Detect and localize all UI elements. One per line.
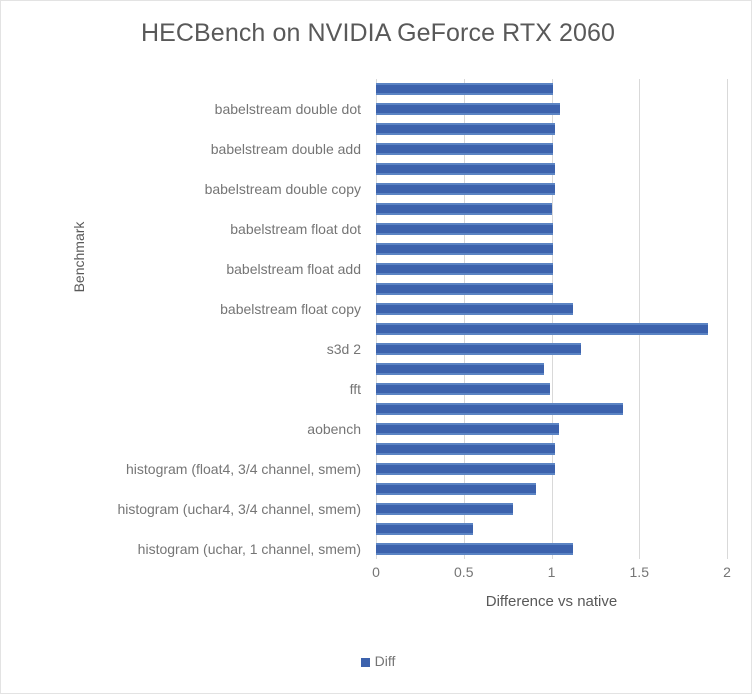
bar[interactable] — [376, 183, 555, 195]
bar-row — [376, 499, 727, 519]
bar-row — [376, 379, 727, 399]
bar-row — [376, 219, 727, 239]
bar[interactable] — [376, 103, 561, 115]
gridline-x-4 — [727, 79, 728, 559]
bar-row — [376, 439, 727, 459]
bar[interactable] — [376, 83, 554, 95]
bar-row — [376, 119, 727, 139]
gridline-x-1 — [463, 79, 465, 559]
bar[interactable] — [376, 163, 555, 175]
bar[interactable] — [376, 203, 552, 215]
bar[interactable] — [376, 123, 555, 135]
bar-row — [376, 319, 727, 339]
y-tick-label: aobench — [307, 421, 361, 437]
bar[interactable] — [376, 443, 555, 455]
y-tick-label: babelstream double add — [210, 141, 361, 157]
bar-row — [376, 479, 727, 499]
bar[interactable] — [376, 403, 624, 415]
legend-label: Diff — [374, 653, 396, 669]
bar[interactable] — [376, 343, 582, 355]
y-tick-label: fft — [349, 381, 361, 397]
bar[interactable] — [376, 283, 554, 295]
bar-row — [376, 359, 727, 379]
y-tick-label: histogram (float4, 3/4 channel, smem) — [126, 461, 361, 477]
bar-row — [376, 259, 727, 279]
x-tick-label: 0.5 — [454, 564, 474, 580]
y-tick-label: histogram (uchar, 1 channel, smem) — [137, 541, 361, 557]
bar[interactable] — [376, 303, 573, 315]
bar[interactable] — [376, 463, 555, 475]
x-tick-label: 2 — [723, 564, 731, 580]
y-tick-label: babelstream float dot — [230, 221, 361, 237]
bar[interactable] — [376, 483, 536, 495]
gridline-x-0 — [376, 79, 377, 559]
bar[interactable] — [376, 223, 554, 235]
bar[interactable] — [376, 543, 573, 555]
gridline-x-3 — [639, 79, 641, 559]
y-tick-label: histogram (uchar4, 3/4 channel, smem) — [117, 501, 361, 517]
bar-row — [376, 539, 727, 559]
x-tick-label: 0 — [372, 564, 380, 580]
x-axis-title: Difference vs native — [485, 593, 618, 610]
bar[interactable] — [376, 383, 550, 395]
y-tick-label: s3d 2 — [326, 341, 361, 357]
bar[interactable] — [376, 243, 554, 255]
bar[interactable] — [376, 263, 554, 275]
plot-area — [376, 79, 728, 559]
bar-row — [376, 419, 727, 439]
bar-row — [376, 79, 727, 99]
bar-row — [376, 339, 727, 359]
legend-item-diff: Diff — [360, 653, 396, 669]
bar-row — [376, 199, 727, 219]
chart-legend: Diff — [1, 653, 754, 669]
legend-swatch-icon — [360, 658, 370, 667]
bar-row — [376, 519, 727, 539]
y-tick-label: babelstream float copy — [220, 301, 361, 317]
bar[interactable] — [376, 143, 554, 155]
chart-title: HECBench on NVIDIA GeForce RTX 2060 — [140, 19, 616, 47]
bar-row — [376, 239, 727, 259]
bar-row — [376, 179, 727, 199]
y-tick-label: babelstream float add — [226, 261, 361, 277]
y-axis-tick-labels: babelstream double dot babelstream double… — [1, 79, 369, 559]
y-tick-label: babelstream double dot — [214, 101, 361, 117]
bar-row — [376, 159, 727, 179]
bar-row — [376, 99, 727, 119]
bar-row — [376, 299, 727, 319]
y-tick-label: babelstream double copy — [204, 181, 361, 197]
x-tick-label: 1 — [547, 564, 556, 580]
gridline-x-2 — [551, 79, 553, 559]
bar-row — [376, 279, 727, 299]
bar[interactable] — [376, 323, 708, 335]
bar[interactable] — [376, 503, 513, 515]
bar-row — [376, 459, 727, 479]
bar-row — [376, 139, 727, 159]
x-tick-label: 1.5 — [629, 564, 649, 580]
x-axis-tick-labels: 0 0.5 1 1.5 2 — [372, 564, 731, 586]
bar-row — [376, 399, 727, 419]
bar[interactable] — [376, 523, 473, 535]
bar[interactable] — [376, 423, 559, 435]
bar[interactable] — [376, 363, 545, 375]
